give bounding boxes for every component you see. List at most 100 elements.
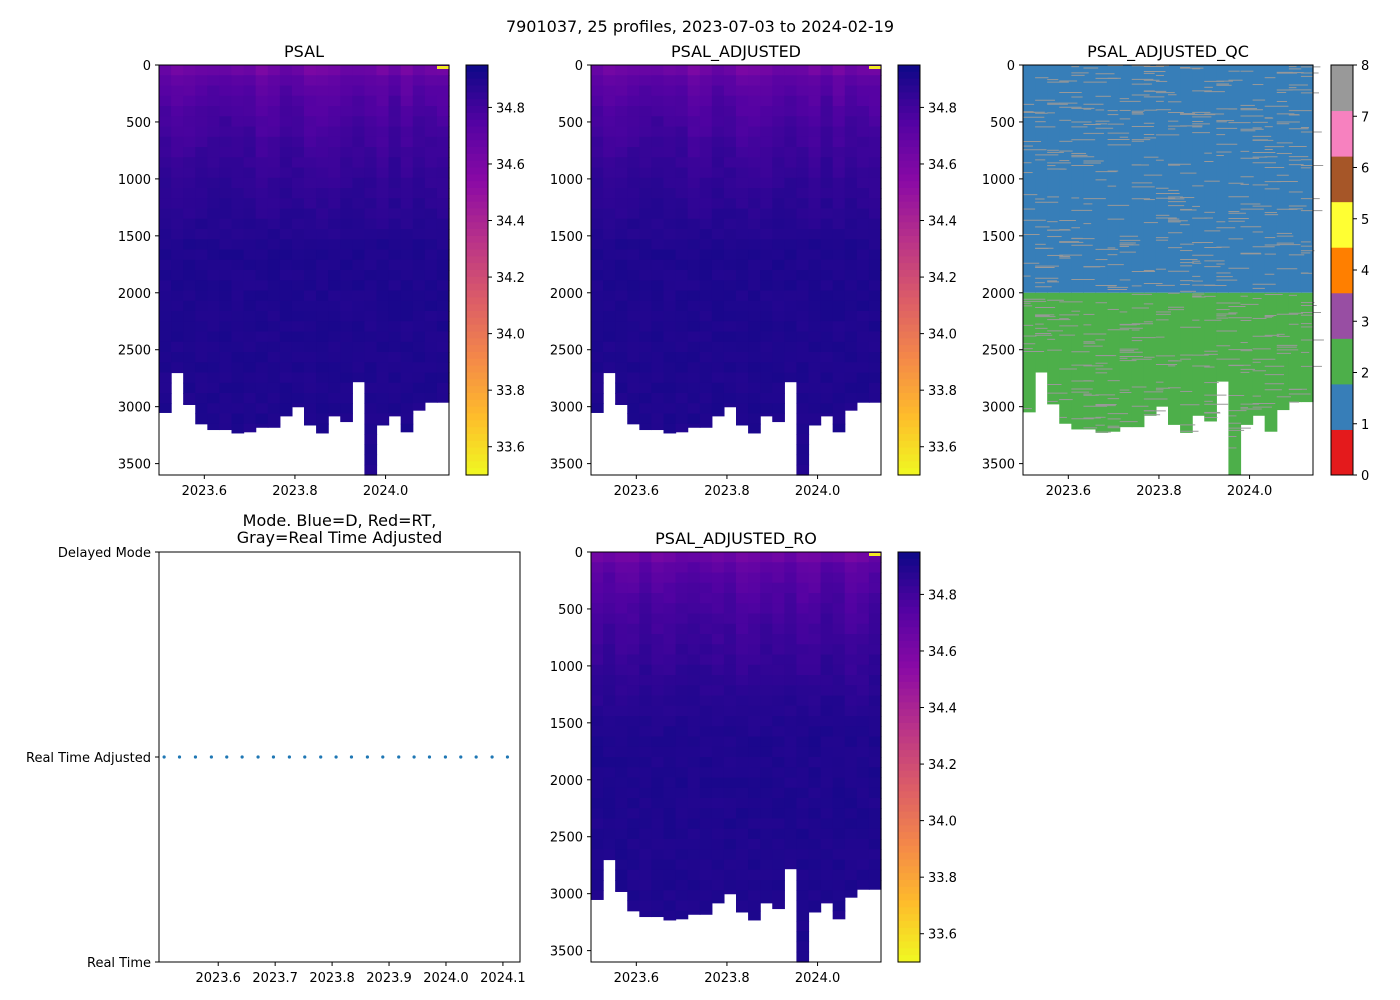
heatmap-cell [699,403,713,415]
heatmap-cell [291,280,305,292]
heatmap-cell [352,95,366,107]
heatmap-cell [699,603,713,615]
heatmap-cell [663,798,677,809]
heatmap-cell [603,126,616,138]
heatmap-cell [340,280,353,292]
heatmap-cell [304,239,317,251]
heatmap-cell [183,259,196,271]
heatmap-cell [675,167,689,179]
qc-cell-flag2 [1023,292,1036,413]
colorbar-segment [1331,110,1353,157]
heatmap-cell [219,362,233,374]
heatmap-cell [748,352,761,363]
heatmap-cell [316,403,329,415]
colorbar-segment [898,290,920,298]
heatmap-cell [639,382,653,394]
heatmap-cell [748,910,761,921]
heatmap-cell [267,259,281,271]
heatmap-cell [760,362,773,374]
heatmap-cell [675,808,689,820]
heatmap-cell [603,664,616,676]
heatmap-cell [808,331,822,343]
heatmap-cell [340,290,353,302]
colorbar-segment [898,85,920,93]
heatmap-cell [808,65,822,76]
heatmap-cell [195,75,208,87]
colorbar-segment [898,358,920,367]
heatmap-cell [711,736,725,748]
heatmap-cell [340,259,353,271]
heatmap-cell [255,198,269,210]
heatmap-cell [591,300,604,312]
heatmap-cell [412,403,426,411]
heatmap-cell [591,372,604,384]
colorbar-segment [898,914,920,922]
heatmap-cell [615,787,628,799]
heatmap-cell [856,341,870,353]
heatmap-cell [820,259,834,271]
heatmap-cell [615,757,628,768]
heatmap-cell [615,393,628,404]
heatmap-cell [796,644,810,656]
heatmap-cell [615,403,628,405]
mode-point [474,755,478,759]
heatmap-cell [603,849,616,861]
heatmap-cell [207,290,221,302]
heatmap-cell [663,634,677,645]
heatmap-cell [316,280,329,292]
heatmap-cell [400,352,414,363]
heatmap-cell [627,859,640,871]
y-tick-label: 1000 [550,173,583,188]
heatmap-cell [436,116,450,128]
heatmap-cell [400,362,414,374]
heatmap-cell [736,757,749,768]
heatmap-cell [820,208,834,220]
heatmap-cell [760,85,773,97]
colorbar-segment [1331,292,1353,339]
heatmap-cell [772,106,785,117]
heatmap-cell [591,239,604,251]
y-tick-label: 0 [575,546,583,561]
heatmap-cell [796,75,810,87]
heatmap-cell [736,798,749,809]
colorbar-segment [898,297,920,305]
heatmap-cell [856,839,870,850]
heatmap-cell [856,623,870,635]
heatmap-cell [651,95,665,107]
heatmap-cell [796,95,810,107]
colorbar-segment [898,845,920,854]
heatmap-cell [376,280,390,292]
heatmap-cell [687,341,701,353]
heatmap-cell [603,290,616,302]
heatmap-cell [844,75,858,87]
heatmap-cell [651,654,665,666]
heatmap-cell [231,270,245,281]
heatmap-cell [400,188,414,199]
y-tick-label: 1000 [550,660,583,675]
y-tick-label: 500 [558,116,583,131]
heatmap-cell [207,136,221,148]
y-tick-label: 0 [143,59,151,74]
colorbar-segment [1331,156,1353,203]
heatmap-cell [723,372,737,384]
heatmap-cell [844,362,858,374]
heatmap-cell [736,300,749,312]
heatmap-cell [663,259,677,271]
heatmap-cell [279,65,293,76]
heatmap-cell [424,198,438,210]
heatmap-cell [856,777,870,789]
heatmap-cell [171,331,184,343]
heatmap-cell [699,695,713,707]
heatmap-cell [832,116,846,128]
heatmap-cell [760,157,773,169]
heatmap-cell [328,259,341,271]
heatmap-cell [651,403,665,415]
heatmap-cell [711,552,725,563]
heatmap-cell [711,177,725,189]
heatmap-cell [748,654,761,666]
heatmap-cell [340,229,353,240]
heatmap-cell [820,126,834,138]
heatmap-cell [856,880,870,890]
heatmap-cell [736,311,749,322]
qc-cell-flag2 [1083,292,1097,430]
